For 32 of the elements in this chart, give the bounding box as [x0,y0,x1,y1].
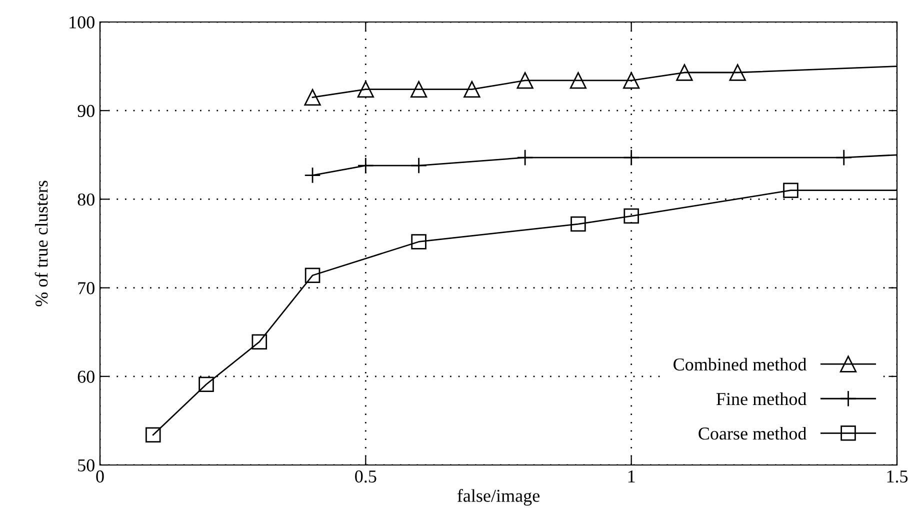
legend-label: Combined method [674,358,806,371]
y-tick-label: 60 [78,370,94,383]
point [145,427,161,443]
y-tick-label: 90 [78,104,94,118]
point [410,81,428,98]
point [357,81,374,98]
y-tick-label: 80 [78,193,94,206]
point [783,182,798,198]
x-axis-title: false/image [457,489,540,506]
point [676,64,693,81]
y-tick-label: 50 [78,459,94,472]
x-tick-label: 1 [628,470,635,482]
y-tick-label: 70 [78,282,94,294]
legend-label: Fine method [716,392,806,406]
y-tick-label: 100 [70,16,94,28]
point [516,72,534,89]
legend-label: Coarse method [698,426,806,440]
point [623,72,640,89]
x-tick-label: 0 [96,470,104,483]
point [411,234,426,250]
point [198,376,214,392]
point [570,72,587,89]
point [304,268,320,284]
x-tick-label: 1.5 [887,470,908,483]
point [570,216,586,232]
x-tick-label: 0.5 [355,470,376,483]
point [304,88,321,106]
point [624,208,639,224]
point [464,81,480,98]
y-axis-title: % of true clusters [34,180,48,306]
point [252,334,268,350]
point [729,64,746,81]
